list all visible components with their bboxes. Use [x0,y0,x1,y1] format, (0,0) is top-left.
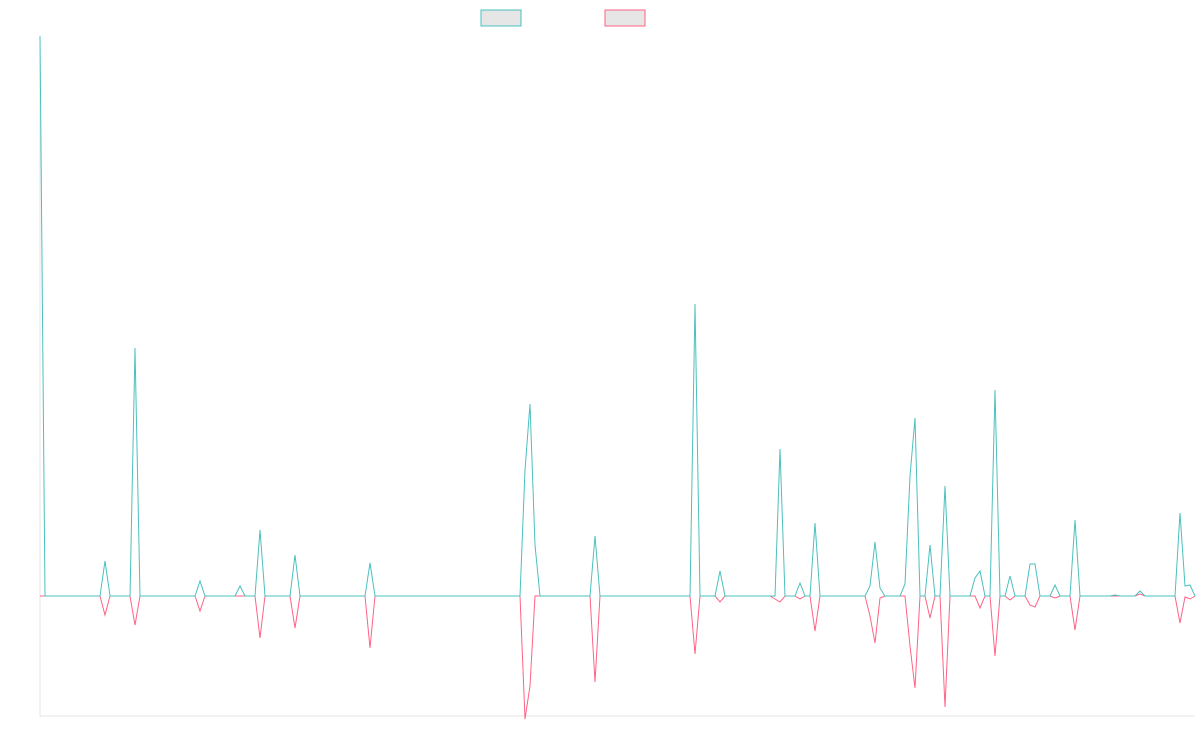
legend-swatch [480,9,522,27]
legend-swatch [604,9,646,27]
series-line [40,593,1196,720]
series-line [39,35,1196,597]
legend [480,9,646,27]
plot-area [39,35,1196,720]
